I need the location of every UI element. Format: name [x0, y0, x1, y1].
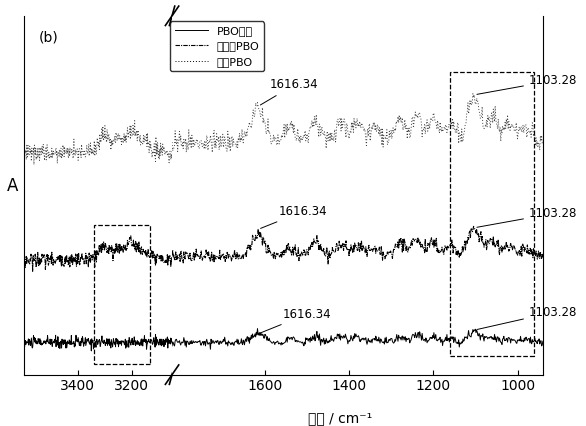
- Text: 1103.28: 1103.28: [477, 207, 577, 227]
- Text: 1616.34: 1616.34: [261, 308, 331, 333]
- Y-axis label: A: A: [7, 177, 18, 195]
- Text: (b): (b): [39, 30, 59, 44]
- Text: 1616.34: 1616.34: [261, 205, 327, 228]
- Text: 1616.34: 1616.34: [260, 78, 319, 105]
- Legend: PBO原样, 酸处理PBO, 改性PBO: PBO原样, 酸处理PBO, 改性PBO: [170, 21, 264, 72]
- Text: 1103.28: 1103.28: [477, 74, 577, 94]
- Text: 波数 / cm⁻¹: 波数 / cm⁻¹: [308, 411, 372, 425]
- Text: 1103.28: 1103.28: [477, 306, 577, 330]
